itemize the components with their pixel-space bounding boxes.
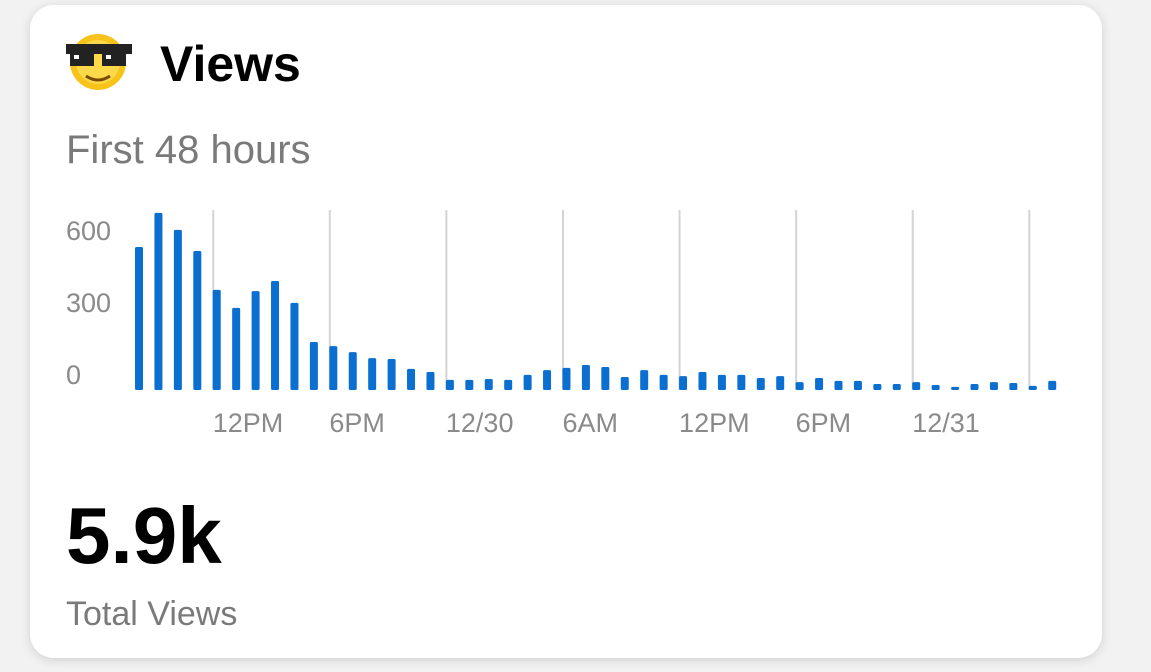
bar: [193, 251, 202, 390]
bar: [484, 378, 493, 390]
bar: [620, 377, 629, 390]
bar: [1048, 380, 1057, 390]
x-tick-label: 6PM: [796, 408, 852, 438]
bar: [815, 378, 824, 390]
bar: [640, 370, 649, 390]
bar: [970, 384, 979, 390]
title: Views: [160, 36, 301, 92]
bar: [756, 378, 765, 390]
bar: [154, 212, 163, 390]
bar: [523, 374, 532, 390]
bar: [543, 370, 552, 390]
bar: [135, 246, 144, 390]
bar: [504, 379, 513, 390]
x-tick-label: 12/31: [912, 408, 980, 438]
bar: [173, 229, 182, 390]
emoji-icon: [66, 34, 132, 90]
bar: [659, 374, 668, 390]
bar: [348, 352, 357, 390]
bar: [795, 382, 804, 390]
x-tick-label: 12/30: [446, 408, 514, 438]
bar: [1009, 383, 1018, 390]
subtitle: First 48 hours: [66, 128, 311, 172]
bar: [562, 367, 571, 390]
bar: [892, 384, 901, 390]
card: [30, 5, 1102, 658]
bar: [989, 382, 998, 390]
bar: [309, 342, 318, 390]
bar: [465, 379, 474, 390]
bar: [329, 346, 338, 390]
bar: [212, 289, 221, 390]
x-tick-label: 6PM: [329, 408, 385, 438]
bar: [251, 291, 260, 390]
bar: [426, 372, 435, 390]
total-label: Total Views: [66, 595, 237, 633]
bar: [717, 374, 726, 390]
bar: [698, 372, 707, 390]
bar: [1028, 385, 1037, 390]
bar: [290, 302, 299, 390]
bar: [873, 384, 882, 390]
bar: [853, 380, 862, 390]
total-value: 5.9k: [66, 491, 222, 580]
bar: [679, 376, 688, 390]
bar: [232, 307, 241, 390]
bar: [271, 281, 280, 390]
bar: [368, 358, 377, 390]
x-tick-label: 12PM: [679, 408, 750, 438]
bar: [912, 382, 921, 390]
bar: [931, 384, 940, 390]
y-tick-label: 300: [66, 288, 111, 318]
y-tick-label: 0: [66, 360, 81, 390]
bar: [776, 376, 785, 390]
y-tick-label: 600: [66, 216, 111, 246]
bar: [951, 386, 960, 390]
bar: [601, 366, 610, 390]
bar: [387, 359, 396, 390]
bar: [834, 380, 843, 390]
x-tick-label: 6AM: [562, 408, 618, 438]
x-tick-label: 12PM: [213, 408, 284, 438]
bar: [407, 368, 416, 390]
bar: [581, 365, 590, 390]
bar: [445, 379, 454, 390]
bar: [737, 374, 746, 390]
